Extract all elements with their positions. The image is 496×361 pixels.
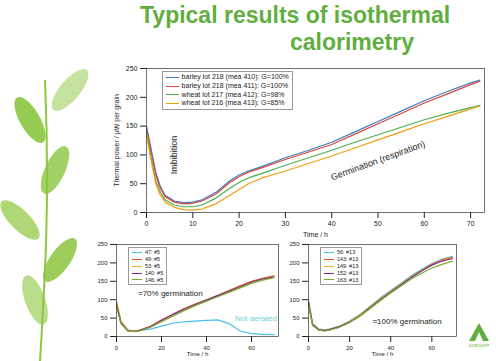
svg-text:0: 0: [296, 333, 300, 339]
svg-text:Not aerated: Not aerated: [235, 314, 277, 323]
svg-text:150: 150: [289, 278, 300, 284]
html-text:barley lot 218 (mea 410): G=10: barley lot 218 (mea 410): G=100%: [181, 73, 289, 80]
svg-text:50: 50: [101, 315, 108, 321]
svg-text:Germination (respiration): Germination (respiration): [329, 139, 426, 182]
html-text:163: #13: 163: #13: [336, 276, 359, 283]
svg-text:50: 50: [293, 315, 300, 321]
svg-text:200: 200: [126, 94, 138, 101]
html-text:47: #5: 47: #5: [144, 249, 161, 255]
html-text:wheat lot 217 (mea 412): G=98%: wheat lot 217 (mea 412): G=98%: [181, 90, 285, 98]
svg-text:20: 20: [158, 345, 165, 351]
svg-text:0: 0: [307, 345, 311, 351]
svg-text:70: 70: [467, 220, 475, 227]
svg-text:Time / h: Time / h: [187, 351, 208, 357]
svg-text:Time / h: Time / h: [303, 231, 328, 238]
svg-text:60: 60: [420, 220, 428, 227]
svg-text:20: 20: [235, 220, 243, 227]
html-text:calorimetry: calorimetry: [290, 29, 414, 55]
svg-text:Imbibition: Imbibition: [169, 136, 179, 175]
svg-text:60: 60: [428, 345, 435, 351]
svg-text:200: 200: [97, 260, 108, 266]
html-text:barley lot 218 (mea 411): G=10: barley lot 218 (mea 411): G=100%: [181, 81, 289, 89]
svg-text:Time / h: Time / h: [372, 351, 393, 357]
svg-text:100: 100: [289, 297, 300, 303]
svg-text:50: 50: [130, 180, 138, 187]
svg-text:0: 0: [145, 220, 149, 227]
svg-text:≈100% germination: ≈100% germination: [373, 317, 442, 326]
svg-text:30: 30: [282, 220, 290, 227]
html-text:143: #13: 143: #13: [336, 255, 359, 262]
svg-text:0: 0: [115, 345, 119, 351]
html-text:AGROVIST: AGROVIST: [468, 343, 490, 348]
svg-text:50: 50: [374, 220, 382, 227]
html-text:49: #5: 49: #5: [144, 255, 161, 262]
svg-text:0: 0: [104, 333, 108, 339]
svg-text:250: 250: [97, 241, 108, 247]
svg-text:10: 10: [189, 220, 197, 227]
svg-text:200: 200: [289, 260, 300, 266]
html-text:152: #13: 152: #13: [336, 269, 359, 276]
svg-text:100: 100: [126, 151, 138, 158]
html-text:Typical results of isothermal: Typical results of isothermal: [140, 2, 451, 28]
svg-text:100: 100: [97, 297, 108, 303]
svg-text:150: 150: [126, 122, 138, 129]
svg-text:40: 40: [328, 220, 336, 227]
svg-text:250: 250: [126, 65, 138, 72]
html-text:140: #5: 140: #5: [144, 269, 164, 276]
svg-text:60: 60: [248, 345, 255, 351]
svg-text:40: 40: [203, 344, 210, 351]
svg-text:20: 20: [346, 345, 353, 351]
html-text:146: #5: 146: #5: [144, 276, 164, 283]
html-text:149: #13: 149: #13: [336, 262, 359, 269]
svg-text:0: 0: [134, 209, 138, 216]
svg-text:≈70% germination: ≈70% germination: [138, 289, 202, 298]
svg-text:Thermal power / µW per grain: Thermal power / µW per grain: [113, 94, 121, 187]
html-text:53: #5: 53: #5: [144, 262, 161, 269]
svg-text:250: 250: [289, 241, 300, 247]
html-text:56: #13: 56: #13: [336, 249, 356, 255]
svg-text:40: 40: [387, 344, 395, 351]
svg-text:150: 150: [97, 278, 108, 284]
html-text:wheat lot 216 (mea 413): G=85%: wheat lot 216 (mea 413): G=85%: [181, 99, 285, 107]
